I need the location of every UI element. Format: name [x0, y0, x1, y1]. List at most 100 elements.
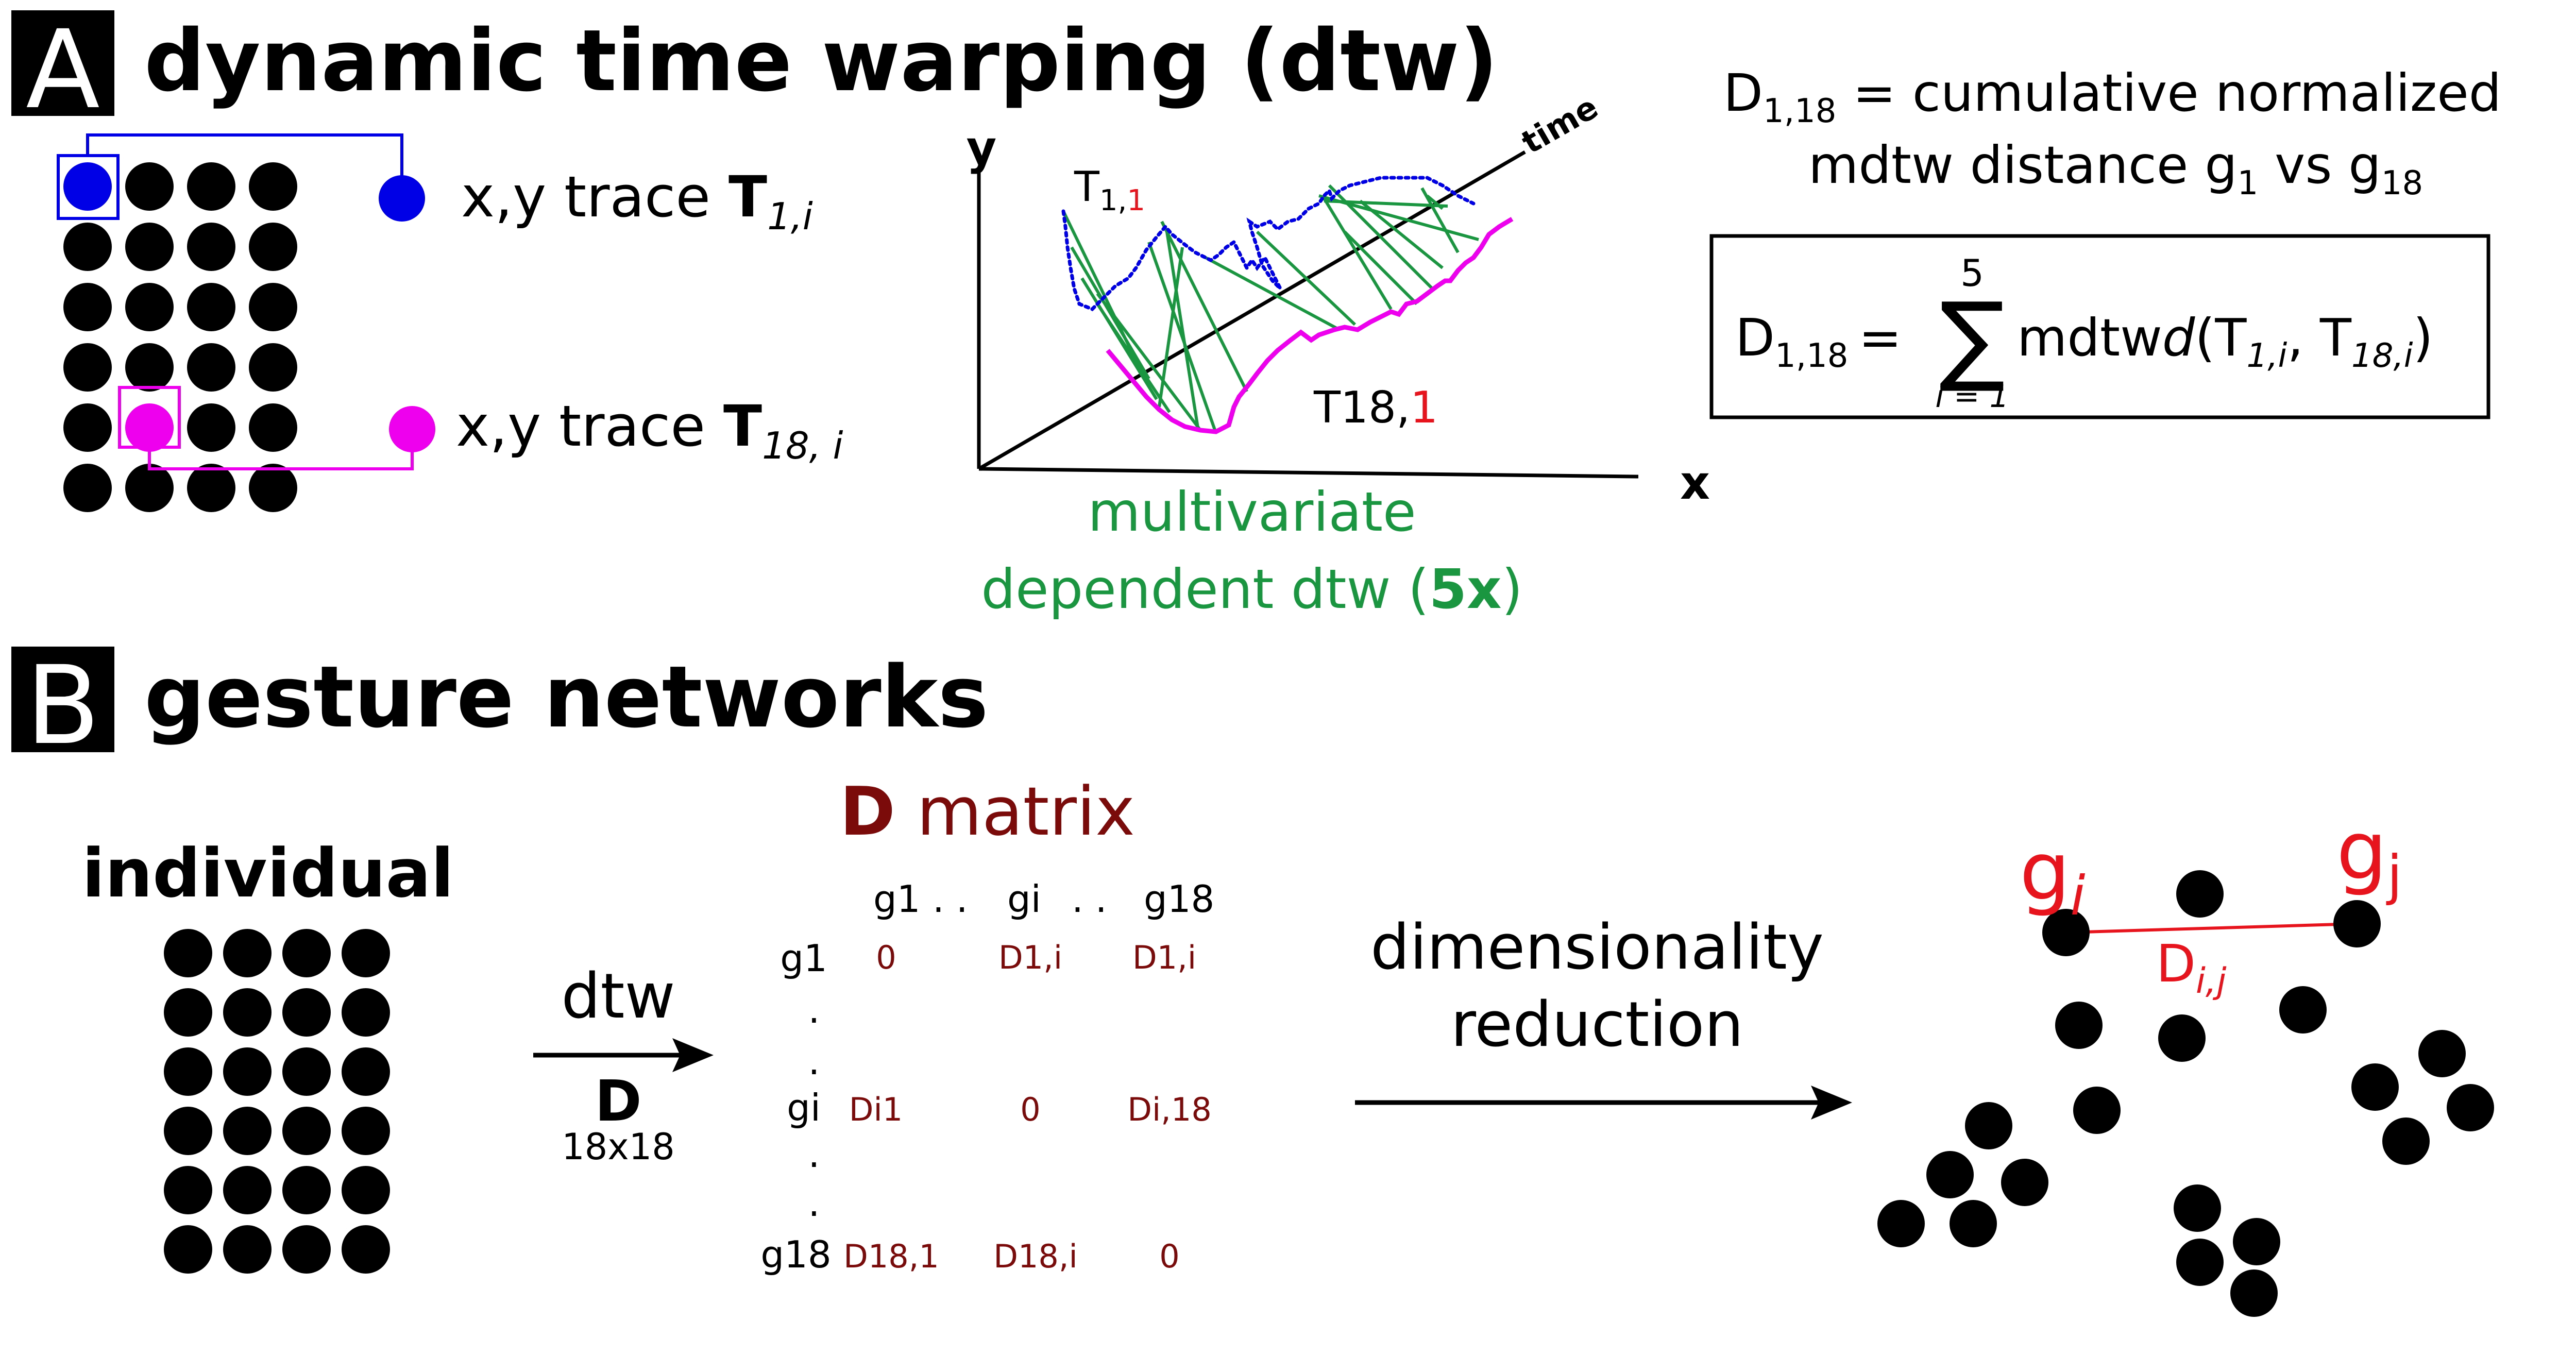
- electrode-dot: [164, 988, 212, 1037]
- electrode-dot: [125, 464, 174, 512]
- node-gj-label: gj: [2336, 804, 2402, 907]
- network-node: [2333, 900, 2381, 947]
- definition-line1: D1,18 = cumulative normalized: [1723, 63, 2501, 130]
- electrode-dot: [342, 929, 390, 977]
- electrode-dot: [63, 223, 112, 271]
- dimred-line2: reduction: [1451, 989, 1744, 1061]
- electrode-dot: [63, 283, 112, 331]
- network-node: [2418, 1030, 2466, 1077]
- warping-connectors: [1062, 184, 1479, 433]
- network-node: [2279, 986, 2327, 1034]
- edge-label: Di,j: [2156, 934, 2227, 1002]
- electrode-dot: [187, 343, 235, 392]
- electrode-dot: [63, 464, 112, 512]
- electrode-dot: [282, 1047, 331, 1096]
- cell-1-1: 0: [876, 939, 896, 976]
- row-label-dot2: .: [808, 1040, 820, 1083]
- panel-b-letter-box: [11, 647, 114, 752]
- panel-a-letter-box: [11, 10, 114, 116]
- formula-lhs: D1,18 =: [1735, 308, 1902, 375]
- matrix-cells: 0 D1,i D1,i Di1 0 Di,18 D18,1 D18,i 0: [843, 939, 1212, 1275]
- electrode-dot: [125, 343, 174, 392]
- electrode-dot: [187, 403, 235, 452]
- cell-1-18: D1,i: [1132, 939, 1196, 976]
- electrode-grid-a: [63, 162, 297, 512]
- edge-gi-gj: [2065, 922, 2358, 934]
- network-node: [2233, 1218, 2280, 1265]
- cell-18-1: D18,1: [843, 1238, 939, 1275]
- electrode-dot: [342, 1047, 390, 1096]
- electrode-dot: [125, 403, 174, 452]
- network-node: [2042, 909, 2090, 956]
- connector-magenta: [148, 447, 414, 470]
- electrode-dot: [249, 403, 297, 452]
- x-axis: [978, 467, 1639, 479]
- formula-rhs: mdtwd(T1,i, T18,i): [2017, 308, 2433, 375]
- cell-i-i: 0: [1020, 1091, 1040, 1128]
- electrode-dot: [223, 929, 272, 977]
- network-node: [2158, 1014, 2206, 1062]
- electrode-dot: [223, 1047, 272, 1096]
- electrode-grid-b: [164, 929, 390, 1274]
- network-node: [2447, 1084, 2494, 1131]
- network-node: [2382, 1117, 2430, 1165]
- network-node: [1950, 1200, 1997, 1247]
- cell-18-18: 0: [1159, 1238, 1179, 1275]
- electrode-dot: [342, 1107, 390, 1155]
- dtw-D-label: D: [595, 1068, 641, 1134]
- electrode-dot: [187, 162, 235, 211]
- electrode-dot: [187, 223, 235, 271]
- network-node: [1877, 1200, 1925, 1247]
- electrode-dot: [187, 283, 235, 331]
- connector-blue: [86, 133, 403, 178]
- network-node: [2174, 1184, 2221, 1232]
- electrode-dot: [282, 929, 331, 977]
- cell-1-i: D1,i: [998, 939, 1062, 976]
- electrode-dot: [282, 1166, 331, 1214]
- electrode-dot: [342, 1166, 390, 1214]
- y-axis-label: y: [967, 121, 997, 175]
- gesture-network: gi gj Di,j: [1877, 804, 2494, 1317]
- electrode-dot: [164, 1166, 212, 1214]
- col-header-gi: gi: [1007, 877, 1041, 921]
- electrode-dot: [125, 283, 174, 331]
- d-matrix: D matrix g1 . . gi . . g18 g1 . . gi . .…: [760, 772, 1214, 1276]
- time-axis-label: time: [1515, 88, 1604, 161]
- network-node: [1965, 1102, 2012, 1149]
- row-label-dot4: .: [808, 1181, 820, 1225]
- dtw-plot: y x time: [967, 88, 1710, 621]
- col-header-dots1: . .: [933, 877, 968, 921]
- dtw-size-label: 18x18: [562, 1126, 675, 1168]
- network-node: [2001, 1159, 2048, 1206]
- node-gi-label: gi: [2020, 825, 2086, 927]
- row-label-dot3: .: [808, 1132, 820, 1176]
- network-node: [2176, 870, 2224, 918]
- cell-i-18: Di,18: [1127, 1091, 1212, 1128]
- row-label-g18: g18: [760, 1233, 831, 1276]
- dimred-line1: dimensionality: [1370, 912, 1824, 984]
- col-header-dots2: . .: [1072, 877, 1107, 921]
- electrode-dot: [249, 464, 297, 512]
- cell-i-1: Di1: [849, 1091, 903, 1128]
- trace-1-label: x,y trace T1,i: [461, 164, 813, 238]
- electrode-dot: [164, 1225, 212, 1274]
- panel-b-letter: B: [26, 642, 100, 769]
- electrode-dot: [223, 1166, 272, 1214]
- plot-caption-line1: multivariate: [1088, 481, 1416, 544]
- electrode-dot: [63, 403, 112, 452]
- electrode-dot: [164, 929, 212, 977]
- magenta-trace-dot: [389, 406, 435, 452]
- electrode-dot: [223, 1225, 272, 1274]
- matrix-title: D matrix: [840, 772, 1135, 851]
- electrode-dot: [125, 162, 174, 211]
- electrode-dot: [187, 464, 235, 512]
- electrode-dot: [282, 988, 331, 1037]
- dimred-arrowhead: [1811, 1086, 1852, 1120]
- time-axis: [978, 150, 1526, 471]
- network-node: [2176, 1239, 2224, 1286]
- trace-18-label: x,y trace T18, i: [456, 393, 843, 467]
- electrode-dot: [282, 1107, 331, 1155]
- individual-label: individual: [82, 834, 454, 912]
- electrode-dot: [63, 343, 112, 392]
- panel-a-title: dynamic time warping (dtw): [144, 11, 1498, 110]
